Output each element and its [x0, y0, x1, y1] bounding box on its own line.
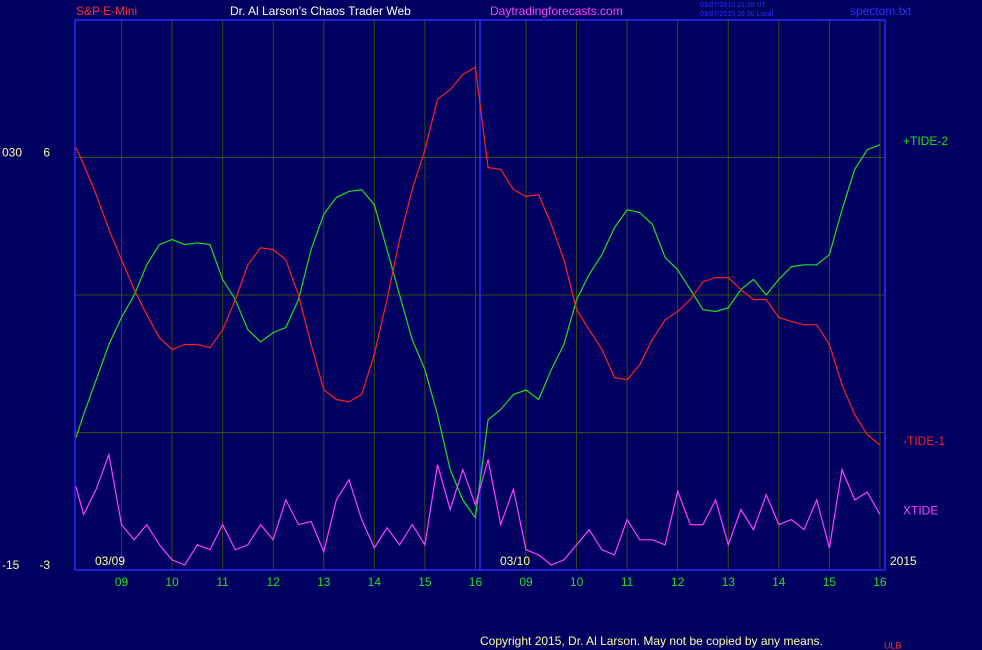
x-tick-label: 13	[722, 575, 736, 589]
legend-label: XTIDE	[903, 504, 938, 518]
x-tick-label: 15	[823, 575, 837, 589]
date-label: 2015	[890, 554, 917, 568]
x-tick-label: 11	[216, 575, 229, 589]
date-label: 03/10	[500, 554, 530, 568]
chart-title: Dr. Al Larson's Chaos Trader Web	[230, 4, 411, 18]
footer-mark: ULB	[884, 640, 902, 650]
legend-label: +TIDE-2	[903, 134, 948, 148]
series-line	[75, 452, 881, 566]
x-tick-label: 15	[418, 575, 432, 589]
lines	[75, 66, 881, 566]
series-line	[75, 66, 881, 446]
x-tick-label: 10	[165, 575, 179, 589]
x-tick-label: 11	[621, 575, 634, 589]
instrument: S&P E-Mini	[76, 4, 137, 18]
x-tick-label: 10	[570, 575, 584, 589]
x-tick-label: 16	[469, 575, 483, 589]
copyright: Copyright 2015, Dr. Al Larson. May not b…	[480, 634, 823, 648]
x-tick-label: 09	[115, 575, 129, 589]
x-tick-label: 09	[519, 575, 533, 589]
grid	[75, 20, 885, 570]
x-tick-label: 12	[671, 575, 685, 589]
timestamp: 03/07/2015 16:30 Local	[700, 11, 774, 18]
file-name: spectom.txt	[850, 4, 912, 18]
x-tick-label: 14	[368, 575, 382, 589]
y-tick-label: -3	[39, 558, 50, 572]
date-label: 03/09	[95, 554, 125, 568]
x-tick-label: 16	[873, 575, 887, 589]
series-line	[75, 144, 881, 520]
legend-label: -TIDE-1	[903, 434, 945, 448]
timestamp: 03/07/2015 21:30 UT	[700, 2, 766, 9]
x-tick-label: 13	[317, 575, 331, 589]
y2-tick-label: -15	[2, 558, 20, 572]
y2-tick-label: 030	[2, 146, 22, 160]
site: Daytradingforecasts.com	[490, 4, 623, 18]
y-tick-label: 6	[43, 146, 50, 160]
x-tick-label: 12	[267, 575, 281, 589]
x-tick-label: 14	[772, 575, 786, 589]
